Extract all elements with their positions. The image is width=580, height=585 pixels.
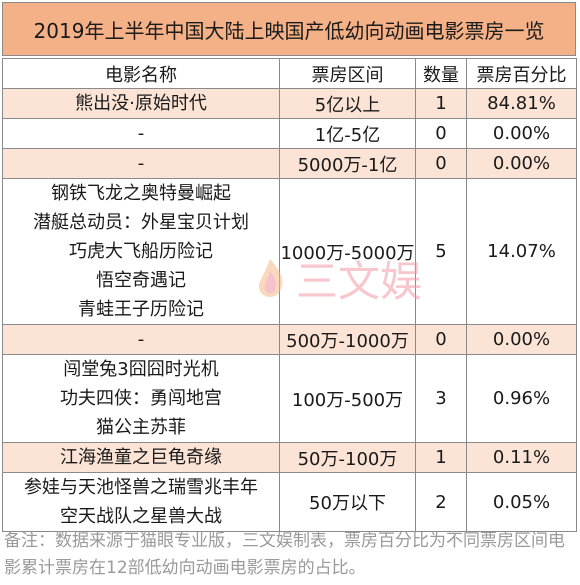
percent-cell: 0.96% xyxy=(466,354,577,443)
film-name: 青蛙王子历险记 xyxy=(78,299,204,320)
film-name: 闯堂兔3囧囧时光机 xyxy=(63,359,219,380)
film-cell: - xyxy=(2,148,280,179)
percent-cell: 0.11% xyxy=(466,442,577,473)
count-cell: 2 xyxy=(415,472,467,532)
film-name: 悟空奇遇记 xyxy=(96,270,186,291)
range-cell: 1000万-5000万 xyxy=(279,178,416,325)
range-cell: 5亿以上 xyxy=(279,88,416,119)
header-percent: 票房百分比 xyxy=(466,58,577,89)
table-row: - 5000万-1亿 0 0.00% xyxy=(2,148,577,179)
film-name: 熊出没·原始时代 xyxy=(75,93,207,114)
film-name: - xyxy=(137,123,145,144)
count-cell: 1 xyxy=(415,88,467,119)
count-cell: 1 xyxy=(415,442,467,473)
footnote: 备注：数据来源于猫眼专业版，三文娱制表，票房百分比为不同票房区间电影累计票房在1… xyxy=(4,531,565,578)
count-cell: 0 xyxy=(415,148,467,179)
percent-cell: 0.00% xyxy=(466,148,577,179)
film-name: 巧虎大飞船历险记 xyxy=(69,241,213,262)
range-cell: 50万-100万 xyxy=(279,442,416,473)
header-range: 票房区间 xyxy=(279,58,416,89)
count-cell: 3 xyxy=(415,354,467,443)
header-count: 数量 xyxy=(415,58,467,89)
table-row: 钢铁飞龙之奥特曼崛起 潜艇总动员：外星宝贝计划 巧虎大飞船历险记 悟空奇遇记青蛙王子历… xyxy=(2,178,577,325)
box-office-table: 电影名称 票房区间 数量 票房百分比 熊出没·原始时代 5亿以上 1 84.81% -1… xyxy=(2,58,577,532)
film-cell: 钢铁飞龙之奥特曼崛起 潜艇总动员：外星宝贝计划 巧虎大飞船历险记 悟空奇遇记青蛙王子历… xyxy=(2,178,280,325)
count-cell: 0 xyxy=(415,118,467,149)
percent-cell: 14.07% xyxy=(466,178,577,325)
percent-cell: 84.81% xyxy=(466,88,577,119)
table-row: 熊出没·原始时代 5亿以上 1 84.81% xyxy=(2,88,577,119)
film-cell: - xyxy=(2,324,280,355)
table-title: 2019年上半年中国大陆上映国产低幼向动画电影票房一览 xyxy=(2,2,576,56)
film-name: 空天战队之星兽大战 xyxy=(60,506,222,527)
percent-cell: 0.00% xyxy=(466,324,577,355)
film-cell: 江海渔童之巨龟奇缘 xyxy=(2,442,280,473)
count-cell: 0 xyxy=(415,324,467,355)
range-cell: 1亿-5亿 xyxy=(279,118,416,149)
table-row: 参娃与天池怪兽之瑞雪兆丰年 空天战队之星兽大战 50万以下 2 0.05% xyxy=(2,472,577,532)
film-name: 功夫四侠：勇闯地宫 xyxy=(60,388,222,409)
table-row: - 1亿-5亿 0 0.00% xyxy=(2,118,577,149)
range-cell: 50万以下 xyxy=(279,472,416,532)
film-name: 潜艇总动员：外星宝贝计划 xyxy=(33,212,249,233)
film-name: 参娃与天池怪兽之瑞雪兆丰年 xyxy=(24,477,258,498)
range-cell: 100万-500万 xyxy=(279,354,416,443)
film-name: 江海渔童之巨龟奇缘 xyxy=(60,447,222,468)
count-cell: 5 xyxy=(415,178,467,325)
film-cell: 闯堂兔3囧囧时光机 功夫四侠：勇闯地宫 猫公主苏菲 xyxy=(2,354,280,443)
film-name: - xyxy=(137,329,145,350)
percent-cell: 0.00% xyxy=(466,118,577,149)
table-row: 闯堂兔3囧囧时光机 功夫四侠：勇闯地宫 猫公主苏菲 100万-500万 3 0.96% xyxy=(2,354,577,443)
range-cell: 5000万-1亿 xyxy=(279,148,416,179)
table-row: - 500万-1000万 0 0.00% xyxy=(2,324,577,355)
film-cell: 熊出没·原始时代 xyxy=(2,88,280,119)
film-name: 钢铁飞龙之奥特曼崛起 xyxy=(51,183,231,204)
film-cell: 参娃与天池怪兽之瑞雪兆丰年 空天战队之星兽大战 xyxy=(2,472,280,532)
film-name: - xyxy=(137,153,145,174)
range-cell: 500万-1000万 xyxy=(279,324,416,355)
header-film: 电影名称 xyxy=(2,58,280,89)
header-row: 电影名称 票房区间 数量 票房百分比 xyxy=(2,58,577,89)
percent-cell: 0.05% xyxy=(466,472,577,532)
table-row: 江海渔童之巨龟奇缘 50万-100万 1 0.11% xyxy=(2,442,577,473)
film-cell: - xyxy=(2,118,280,149)
film-name: 猫公主苏菲 xyxy=(96,417,186,438)
